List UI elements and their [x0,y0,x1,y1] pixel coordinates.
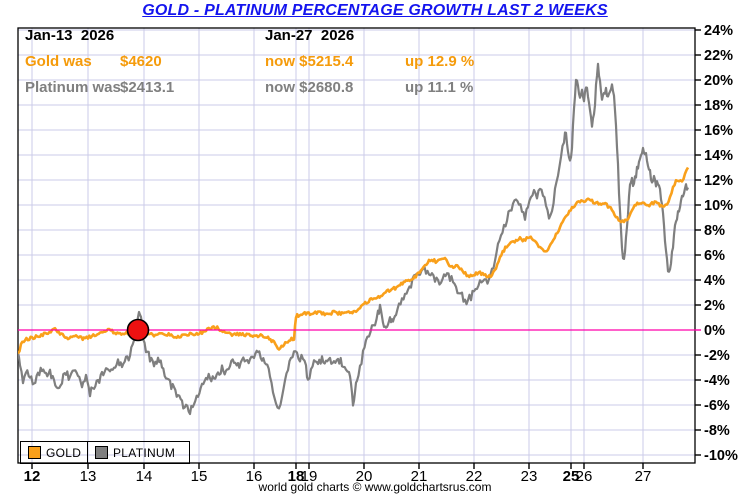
svg-text:19: 19 [301,468,318,485]
svg-text:-8%: -8% [704,423,730,439]
end-date: Jan-27 2026 [265,27,355,44]
copyright-text: world gold charts © www.goldchartsrus.co… [258,480,492,494]
svg-text:13: 13 [80,468,97,485]
svg-text:20: 20 [356,468,373,485]
platinum-change: up 11.1 % [405,79,474,96]
gold-now-price: now $5215.4 [265,53,354,70]
svg-text:-4%: -4% [704,373,730,389]
svg-text:6%: 6% [704,248,725,264]
stats-block: Jan-13 2026 Jan-27 2026 Gold was $4620 n… [25,27,474,265]
platinum-now-price: now $2680.8 [265,79,354,96]
svg-text:26: 26 [576,468,593,485]
svg-text:18: 18 [288,468,305,485]
svg-text:18%: 18% [704,98,733,114]
svg-text:23: 23 [521,468,538,485]
legend-gold-label: GOLD [46,445,82,460]
svg-text:12%: 12% [704,173,733,189]
page-title: GOLD - PLATINUM PERCENTAGE GROWTH LAST 2… [142,2,608,19]
platinum-start-price: $2413.1 [120,79,175,96]
svg-text:-6%: -6% [704,398,730,414]
svg-text:25: 25 [563,468,580,485]
svg-text:15: 15 [191,468,208,485]
svg-text:0%: 0% [704,323,725,339]
svg-text:10%: 10% [704,198,733,214]
svg-text:16: 16 [246,468,263,485]
svg-text:4%: 4% [704,273,725,289]
start-date: Jan-13 2026 [25,27,115,44]
gold-change: up 12.9 % [405,53,475,70]
svg-text:-10%: -10% [704,448,738,464]
svg-text:8%: 8% [704,223,725,239]
gold-label: Gold was [25,53,92,70]
legend-platinum-label: PLATINUM [113,445,176,460]
svg-text:16%: 16% [704,123,733,139]
svg-text:21: 21 [411,468,428,485]
svg-text:14: 14 [136,468,153,485]
legend-box: GOLD PLATINUM [20,441,190,464]
legend-item-platinum: PLATINUM [88,442,189,463]
legend-item-gold: GOLD [21,442,88,463]
svg-text:2%: 2% [704,298,725,314]
svg-text:12: 12 [24,468,41,485]
svg-text:22: 22 [466,468,483,485]
gold-start-price: $4620 [120,53,162,70]
platinum-label: Platinum was [25,79,121,96]
svg-text:14%: 14% [704,148,733,164]
platinum-swatch-icon [95,446,108,459]
svg-text:24%: 24% [704,23,733,39]
svg-text:22%: 22% [704,48,733,64]
svg-text:20%: 20% [704,73,733,89]
svg-text:-2%: -2% [704,348,730,364]
gold-swatch-icon [28,446,41,459]
svg-text:27: 27 [635,468,652,485]
